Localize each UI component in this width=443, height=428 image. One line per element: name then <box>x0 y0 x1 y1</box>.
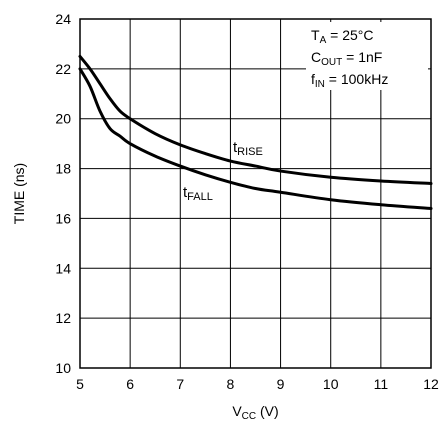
x-tick-label: 12 <box>423 376 439 392</box>
x-tick-label: 10 <box>323 376 339 392</box>
annotation-input-frequency-main: f <box>311 71 315 87</box>
y-tick-label: 16 <box>55 210 71 226</box>
annotation-load-capacitance-rest: = 1nF <box>342 49 382 65</box>
annotation-input-frequency-rest: = 100kHz <box>325 71 388 87</box>
plot-frame <box>79 18 432 369</box>
annotation-load-capacitance-main: C <box>311 49 321 65</box>
series-label-fall-sub: FALL <box>187 191 213 203</box>
annotation-temperature: TA = 25°C <box>311 27 373 46</box>
series-line-fall <box>78 67 433 210</box>
series-label-rise-sub: RISE <box>237 146 263 158</box>
conditions-box-background <box>306 22 428 90</box>
annotation-temperature-sub: A <box>320 35 327 46</box>
annotation-load-capacitance-sub: OUT <box>321 57 342 68</box>
annotation-load-capacitance: COUT = 1nF <box>311 49 382 68</box>
x-axis-label-main: V <box>232 403 242 419</box>
annotation-input-frequency: fIN = 100kHz <box>311 71 388 90</box>
x-tick-label: 9 <box>277 376 285 392</box>
series-label-fall: tFALL <box>183 184 213 203</box>
y-tick-label: 24 <box>55 11 71 27</box>
y-tick-label: 18 <box>55 161 71 177</box>
x-tick-labels: 5 6 7 8 9 10 11 12 <box>76 376 439 392</box>
x-tick-label: 7 <box>176 376 184 392</box>
y-tick-label: 22 <box>55 61 71 77</box>
y-tick-label: 10 <box>55 360 71 376</box>
y-axis-label: TIME (ns) <box>11 163 27 224</box>
x-tick-label: 11 <box>374 376 389 392</box>
annotation-temperature-rest: = 25°C <box>326 27 373 43</box>
annotation-temperature-main: T <box>311 27 320 43</box>
curves <box>78 54 433 210</box>
x-axis-label-sub: CC <box>242 411 256 422</box>
x-tick-label: 8 <box>227 376 235 392</box>
x-axis-label-unit: (V) <box>256 403 279 419</box>
y-tick-label: 12 <box>55 310 71 326</box>
x-tick-label: 5 <box>76 376 84 392</box>
annotation-input-frequency-sub: IN <box>315 79 325 90</box>
series-line-rise <box>78 54 433 186</box>
x-tick-label: 6 <box>126 376 134 392</box>
y-tick-labels: 10 12 14 16 18 20 22 24 <box>55 11 71 376</box>
x-axis-label: VCC (V) <box>232 403 278 422</box>
series-label-fall-main: t <box>183 184 188 201</box>
series-label-rise-main: t <box>233 139 238 156</box>
series-label-rise: tRISE <box>233 139 263 158</box>
y-tick-label: 14 <box>55 260 71 276</box>
conditions-box: TA = 25°C COUT = 1nF fIN = 100kHz <box>306 22 428 90</box>
y-tick-label: 20 <box>55 111 71 127</box>
